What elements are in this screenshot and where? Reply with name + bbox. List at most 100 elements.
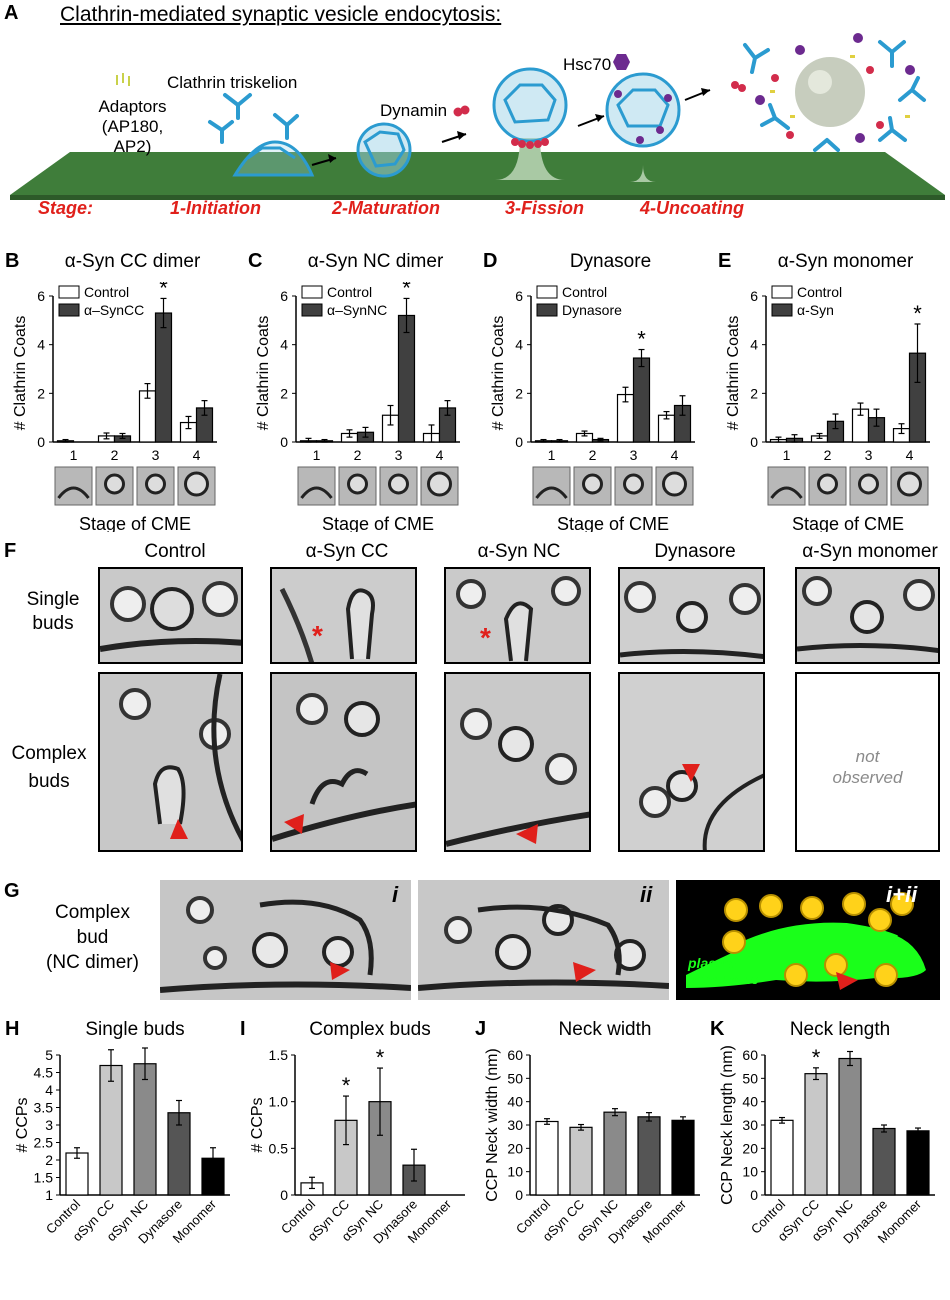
stage-thumbnail <box>420 466 459 506</box>
arrowhead-marker <box>836 972 858 990</box>
thumb-shape <box>57 486 90 499</box>
stage3-coat <box>492 67 568 143</box>
stage-thumbnail <box>297 466 336 506</box>
thumb-shape <box>184 471 209 497</box>
thumb-shape <box>582 473 603 495</box>
stage-4-label: 4-Uncoating <box>640 198 745 218</box>
y-axis-label: CCP Neck length (nm) <box>719 1045 736 1205</box>
stage-thumbnail <box>532 466 571 506</box>
panel-label: K <box>710 1018 725 1040</box>
arrowhead-marker <box>284 814 304 834</box>
g-row-label: Complex bud (NC dimer) <box>30 900 155 975</box>
y-tick-label: 2 <box>37 385 45 401</box>
bar <box>770 1119 794 1196</box>
y-tick-label: 0 <box>280 434 288 450</box>
y-axis-label: # CCPs <box>14 1097 31 1152</box>
bar <box>569 1126 593 1196</box>
y-tick-label: 2 <box>280 385 288 401</box>
bar <box>133 1063 157 1196</box>
thumb-shape <box>858 473 879 495</box>
y-tick-label: 3 <box>45 1117 53 1133</box>
x-tick-label: 3 <box>152 447 160 463</box>
legend-swatch <box>536 303 558 317</box>
chart-title: α-Syn NC dimer <box>307 251 444 272</box>
stage-1-label: 1-Initiation <box>170 198 261 218</box>
em-complex-control <box>98 672 243 852</box>
stage-thumbnail <box>95 466 134 506</box>
em-complex-nc-ii: ii <box>418 880 669 1000</box>
em-complex-syn-cc <box>270 672 417 852</box>
y-tick-label: 50 <box>742 1070 758 1086</box>
adaptors-label: Adaptors (AP180, AP2) <box>85 97 180 157</box>
x-tick-label: 3 <box>630 447 638 463</box>
legend-swatch <box>771 303 793 317</box>
legend-label: Control <box>327 284 372 300</box>
adaptors-text: Adaptors <box>98 97 167 116</box>
panel-label: I <box>240 1018 246 1040</box>
y-tick-label: 40 <box>742 1094 758 1110</box>
membrane-edge <box>10 195 945 200</box>
bar <box>99 1064 123 1196</box>
arrowhead-marker <box>573 962 596 982</box>
chart-title: α-Syn monomer <box>777 251 914 272</box>
triskelion-label: Clathrin triskelion <box>167 73 298 92</box>
y-tick-label: 0 <box>515 1187 523 1203</box>
legend-label: Control <box>562 284 607 300</box>
clathrin-coat-bar-chart: 0 2 4 6 # Clathrin Coats 1 2 3 * 4 Control Dynasore… <box>490 284 695 532</box>
significance-star: * <box>376 1045 385 1070</box>
y-tick-label: 1.0 <box>269 1094 289 1110</box>
x-tick-label: 1 <box>70 447 78 463</box>
not-observed-a: not <box>855 747 880 766</box>
bar <box>637 1116 661 1196</box>
panel-label: J <box>475 1018 487 1040</box>
legend-label: α–SynNC <box>327 302 387 318</box>
thumb-shape <box>104 473 125 495</box>
y-tick-label: 0 <box>750 434 758 450</box>
y-tick-label: 5 <box>45 1047 53 1063</box>
stage-thumbnail <box>136 466 175 506</box>
x-tick-label: 1 <box>783 447 791 463</box>
y-tick-label: 2 <box>750 385 758 401</box>
f-col-control: Control <box>144 541 206 562</box>
x-axis-label: Stage of CME <box>322 514 434 532</box>
em-single-syn-cc: * <box>270 567 417 664</box>
legend-swatch <box>58 303 80 317</box>
hsc70-text: Hsc70 <box>563 55 611 74</box>
x-tick-label: 3 <box>865 447 873 463</box>
adaptors-icon <box>116 73 130 86</box>
significance-star: * <box>141 1045 150 1050</box>
endocytosis-schematic: Dynamin Hsc70 <box>10 33 945 200</box>
x-tick-label: 4 <box>671 447 679 463</box>
asterisk-marker: * <box>480 622 491 653</box>
x-tick-label: 3 <box>395 447 403 463</box>
legend-label: α–SynCC <box>84 302 144 318</box>
f-col-syn-cc: α-Syn CC <box>305 541 389 562</box>
x-tick-label: 4 <box>906 447 914 463</box>
chart-title: Neck length <box>789 1019 891 1040</box>
stage-2-label: 2-Maturation <box>332 198 440 218</box>
clathrin-coat-bar-chart: 0 2 4 6 # Clathrin Coats 1 2 3 * 4 Control α–SynCC S… <box>12 282 217 532</box>
bar <box>535 1120 559 1196</box>
x-tick-label: 1 <box>548 447 556 463</box>
bar <box>872 1127 896 1196</box>
image-i-label: i <box>392 882 399 907</box>
image-iii-label: i+ii <box>886 882 918 907</box>
stage-thumbnail <box>808 466 847 506</box>
y-tick-label: 6 <box>37 288 45 304</box>
x-tick-label: 1 <box>313 447 321 463</box>
y-tick-label: 50 <box>507 1070 523 1086</box>
stage-thumbnail <box>177 466 216 506</box>
y-tick-label: 20 <box>742 1140 758 1156</box>
membrane-slab <box>10 152 945 195</box>
panel-a-title: Clathrin-mediated synaptic vesicle endoc… <box>60 3 502 26</box>
y-tick-label: 0.5 <box>269 1140 289 1156</box>
thumb-shape <box>347 473 368 495</box>
y-tick-label: 40 <box>507 1094 523 1110</box>
bar <box>65 1152 89 1196</box>
bar <box>906 1130 930 1196</box>
chart-title: Single buds <box>85 1019 185 1040</box>
chart-title: Dynasore <box>569 251 652 272</box>
x-tick-label: 4 <box>193 447 201 463</box>
